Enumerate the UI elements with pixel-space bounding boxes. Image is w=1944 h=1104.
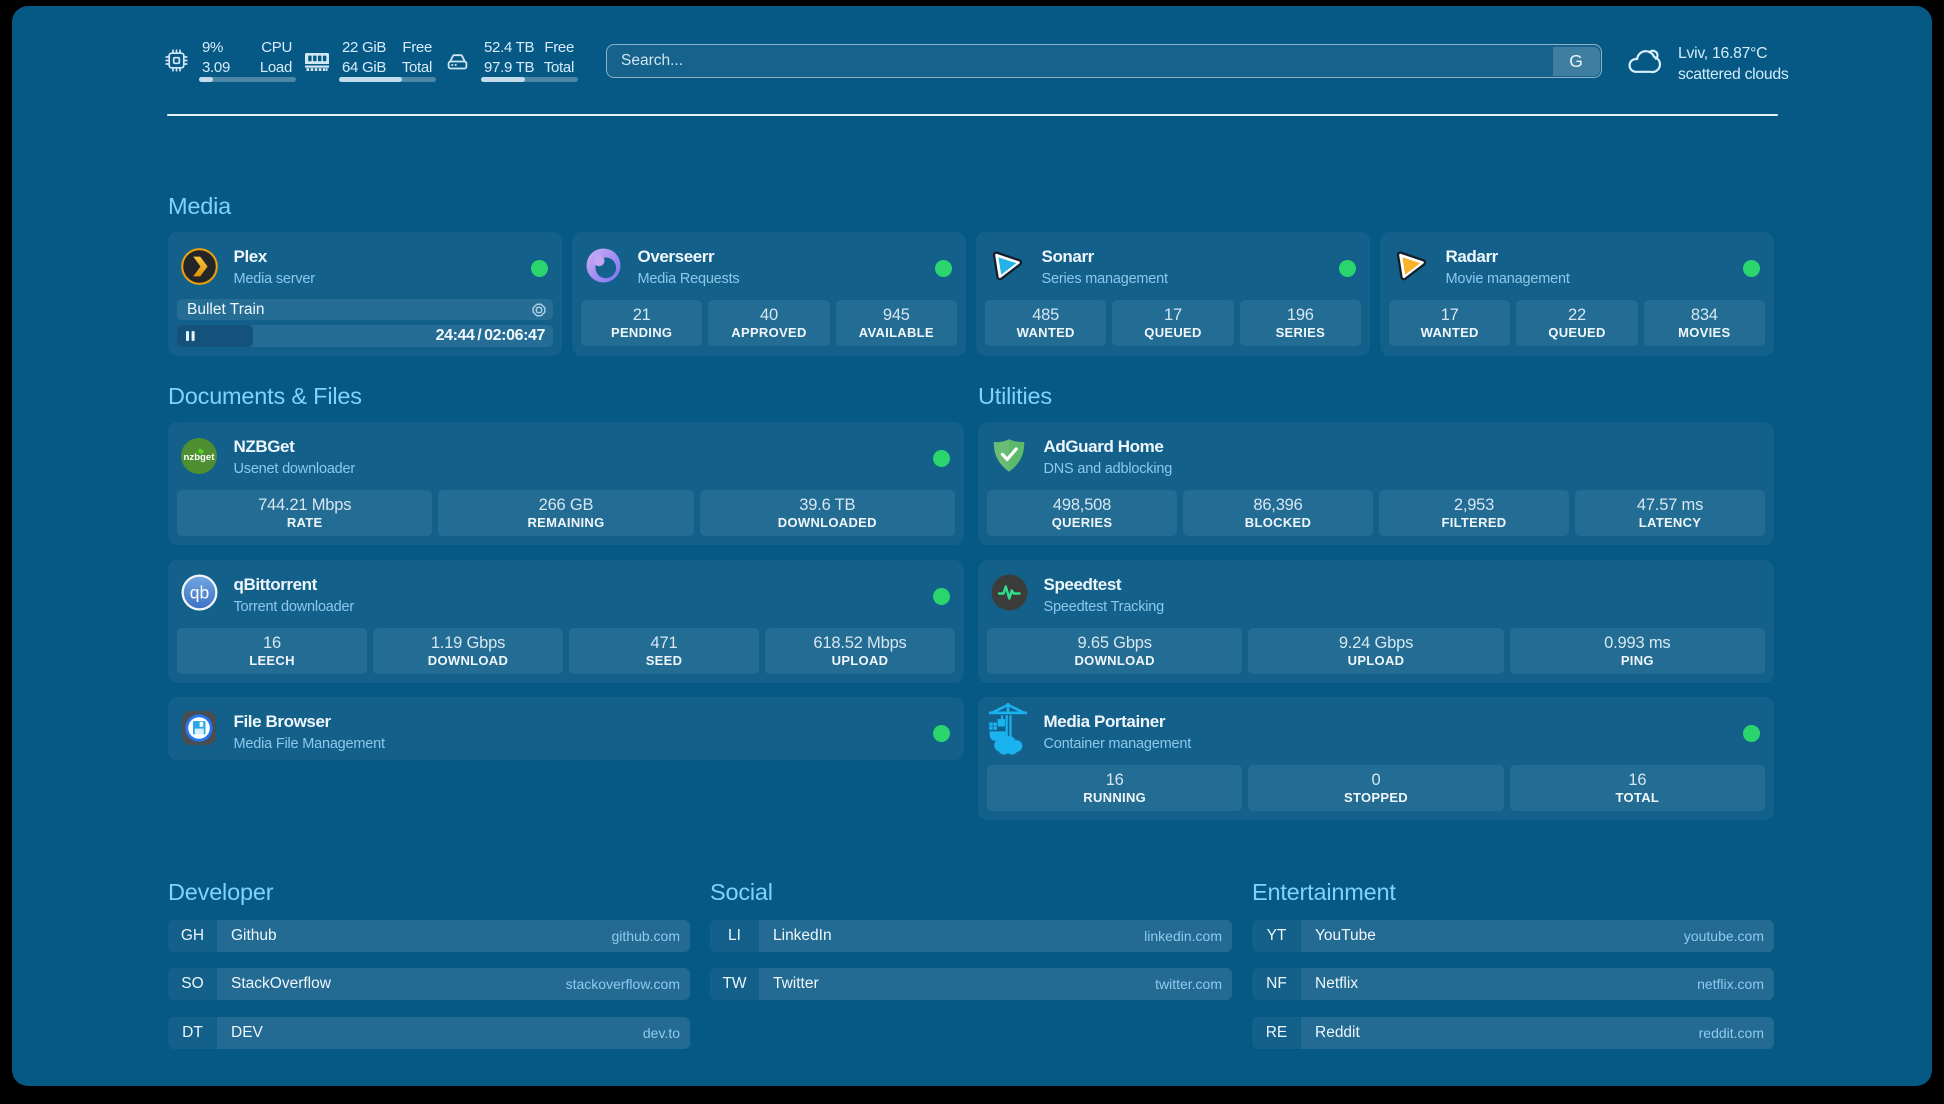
svg-text:qb: qb [190, 583, 209, 603]
svg-text:nzbget: nzbget [184, 451, 216, 462]
